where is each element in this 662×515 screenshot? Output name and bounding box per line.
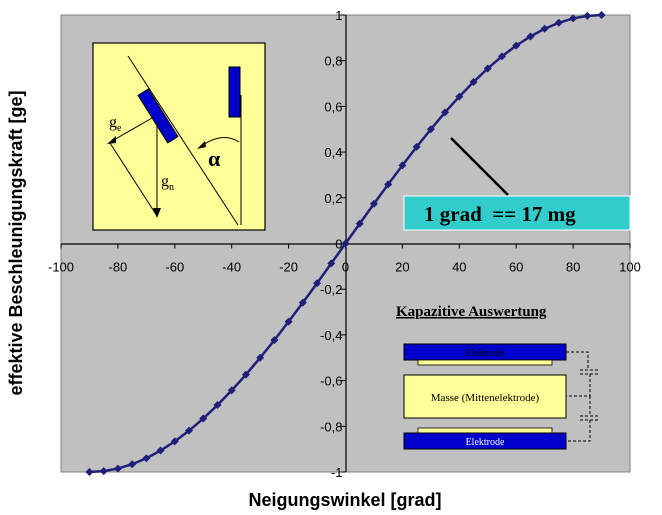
- x-tick-label: -80: [109, 260, 128, 275]
- data-point-marker: [569, 14, 578, 23]
- callout-pointer: [450, 137, 509, 196]
- inset-sensor-vertical: [228, 66, 241, 118]
- alpha-label: α: [208, 146, 221, 171]
- data-point-marker: [156, 446, 165, 455]
- data-point-marker: [270, 336, 279, 345]
- y-tick-label: 0,2: [324, 191, 342, 206]
- x-tick-group: -100 -80 -60 -40 -20 0 20 40 60 80 100: [48, 243, 641, 275]
- data-point-marker: [455, 92, 464, 101]
- ge-arrow: [111, 117, 153, 142]
- y-tick-label: 0,4: [324, 145, 342, 160]
- data-point-marker: [369, 199, 378, 208]
- gn-arrowhead: [153, 208, 161, 218]
- y-tick-label: 0,8: [324, 54, 342, 69]
- data-point-marker: [99, 467, 108, 476]
- data-point-marker: [128, 460, 137, 469]
- mass-block: [403, 374, 567, 419]
- electrode-top-plate: [417, 359, 553, 366]
- data-point-marker: [554, 18, 563, 27]
- data-point-marker: [185, 426, 194, 435]
- data-point-marker: [170, 437, 179, 446]
- data-point-marker: [327, 259, 336, 268]
- y-axis-title: effektive Beschleunigungskraft [ge]: [6, 90, 26, 395]
- electrode-bottom: [403, 432, 567, 450]
- y-tick-label: 1: [335, 8, 342, 23]
- wiring-dashed: [566, 351, 600, 442]
- data-point-marker: [199, 414, 208, 423]
- y-tick-label: -1: [331, 465, 343, 480]
- mass-label: Masse (Mittenelektrode): [431, 392, 540, 404]
- electrode-bottom-label: Elektrode: [466, 437, 505, 448]
- inset-diagram: ge gn α: [92, 42, 266, 231]
- data-point-marker: [227, 386, 236, 395]
- electrode-top-label: Elektrode: [466, 348, 505, 359]
- x-tick-label: 100: [619, 260, 641, 275]
- x-tick-label: 60: [509, 260, 523, 275]
- data-point-marker: [497, 52, 506, 61]
- data-point-marker: [256, 353, 265, 362]
- x-tick-label: 0: [342, 260, 349, 275]
- gn-label: gn: [161, 173, 174, 193]
- callout-box: [403, 195, 631, 231]
- inset-diagonal-line: [127, 55, 239, 226]
- data-point-marker: [426, 125, 435, 134]
- data-point-marker: [355, 219, 364, 228]
- y-tick-label: 0,6: [324, 99, 342, 114]
- data-point-marker: [469, 77, 478, 86]
- y-tick-label: -0,8: [320, 419, 342, 434]
- data-point-marker: [341, 239, 350, 248]
- data-point-marker: [298, 298, 307, 307]
- x-tick-label: 40: [452, 260, 466, 275]
- data-point-marker: [412, 142, 421, 151]
- x-axis-title: Neigungswinkel [grad]: [248, 490, 441, 510]
- data-point-marker: [284, 317, 293, 326]
- data-point-marker: [142, 454, 151, 463]
- kapazitive-title: Kapazitive Auswertung: [396, 304, 547, 320]
- x-tick-label: -20: [279, 260, 298, 275]
- data-point-marker: [540, 24, 549, 33]
- x-tick-label: 20: [395, 260, 409, 275]
- electrode-bottom-plate: [417, 427, 553, 434]
- x-tick-label: -100: [48, 260, 74, 275]
- data-point-marker: [583, 11, 592, 20]
- x-tick-label: -60: [165, 260, 184, 275]
- data-point-marker: [85, 468, 94, 476]
- data-point-marker: [398, 161, 407, 170]
- y-tick-group: 10,80,60,40,20-0,2-0,4-0,6-0,8-1: [320, 8, 346, 480]
- inset-sensor-tilted: [137, 88, 179, 144]
- data-point-marker: [113, 464, 122, 473]
- callout-text: 1 grad == 17 mg: [424, 202, 576, 226]
- data-point-marker: [213, 401, 222, 410]
- alpha-arrowhead: [197, 141, 206, 149]
- data-series: [85, 11, 606, 476]
- ge-label: ge: [109, 114, 122, 134]
- x-tick-label: -40: [222, 260, 241, 275]
- data-point-marker: [241, 370, 250, 379]
- x-tick-label: 80: [566, 260, 580, 275]
- kapazitive-diagram: Kapazitive Auswertung Elektrode Masse (M…: [396, 304, 600, 450]
- data-point-marker: [597, 11, 606, 19]
- y-tick-label: -0,2: [320, 282, 342, 297]
- gn-component-line: [109, 142, 158, 217]
- y-tick-label: 0: [335, 237, 342, 252]
- data-point-marker: [526, 32, 535, 41]
- y-tick-label: -0,6: [320, 374, 342, 389]
- data-point-marker: [483, 64, 492, 73]
- data-point-marker: [384, 180, 393, 189]
- data-point-marker: [313, 279, 322, 288]
- ge-arrowhead: [107, 136, 116, 144]
- y-tick-label: -0,4: [320, 328, 342, 343]
- data-point-marker: [512, 41, 521, 50]
- data-point-marker: [441, 108, 450, 117]
